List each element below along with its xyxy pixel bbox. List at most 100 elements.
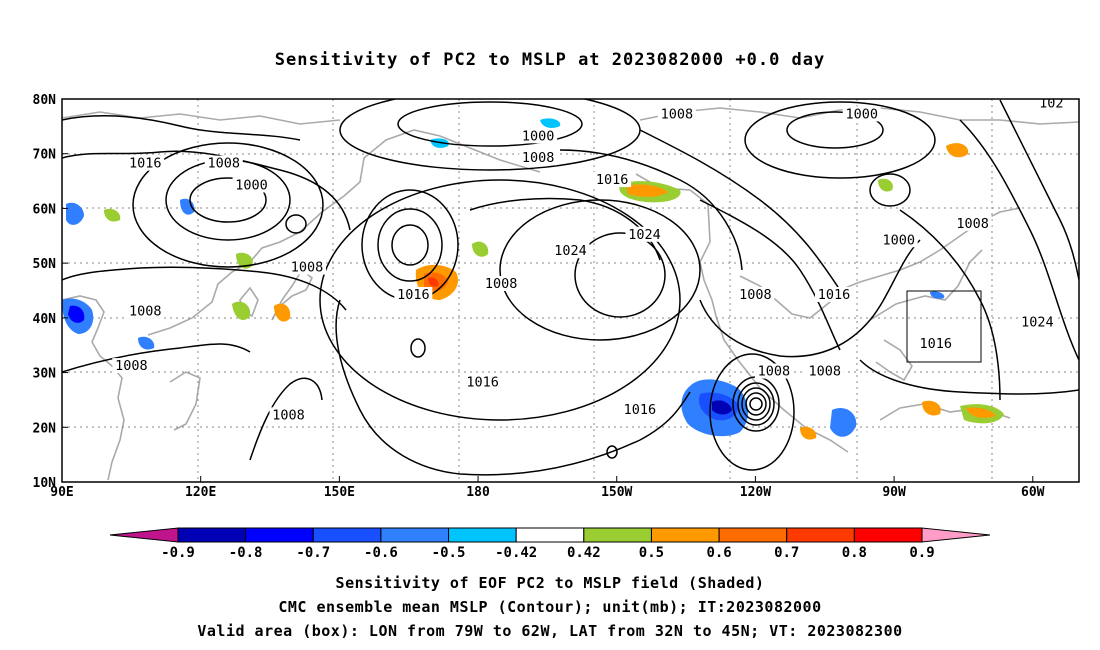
- contour-label-bg: [814, 286, 853, 302]
- lat-tick-label: 60N: [33, 202, 57, 217]
- colorbar-label: -0.6: [364, 545, 398, 561]
- caption-line-2: CMC ensemble mean MSLP (Contour); unit(m…: [278, 598, 822, 616]
- contour-label-bg: [593, 172, 632, 188]
- caption-line-1: Sensitivity of EOF PC2 to MSLP field (Sh…: [335, 574, 765, 592]
- plot-frame: [61, 98, 1080, 483]
- contour-label: 1008: [272, 407, 305, 423]
- contour-label: 1016: [818, 287, 851, 303]
- colorbar-label: -0.5: [432, 545, 466, 561]
- contour-label: 1008: [208, 156, 241, 172]
- contour-label: 1016: [624, 402, 657, 418]
- contour-label: 1000: [235, 178, 268, 194]
- contour-label: 1000: [522, 128, 555, 144]
- longitude-axis: 90E 120E 150E 180 150W 120W 90W 60W: [50, 476, 1045, 500]
- lat-tick-label: 10N: [33, 476, 57, 491]
- contour-label-bg: [288, 259, 327, 275]
- colorbar-segment: [448, 527, 517, 543]
- contour-label-bg: [269, 407, 308, 423]
- contour-label: 1008: [758, 364, 791, 380]
- contour-label: 102: [1039, 95, 1063, 111]
- contour-label-bg: [112, 358, 151, 374]
- lat-tick-label: 50N: [33, 257, 57, 272]
- contour-label-bg: [482, 276, 521, 292]
- contour-label: 1008: [291, 260, 324, 276]
- contour-label-bg: [1036, 99, 1067, 111]
- contour-label-bg: [625, 226, 664, 242]
- contour-label: 1024: [628, 227, 661, 243]
- lat-tick-label: 70N: [33, 148, 57, 163]
- contour-label-bg: [736, 286, 775, 302]
- colorbar-segment: [380, 527, 450, 543]
- colorbar-low-extension: [109, 527, 179, 543]
- contour-label: 1024: [1021, 314, 1054, 330]
- contour-label: 1008: [485, 276, 518, 292]
- contour-label-bg: [879, 232, 918, 248]
- mslp-contours: [62, 99, 1079, 476]
- contour-label: 1008: [956, 216, 989, 232]
- contour-label-bg: [519, 150, 558, 166]
- contour-label: 1016: [596, 172, 629, 188]
- colorbar-label: 0.6: [706, 545, 731, 561]
- lon-tick-label: 90W: [882, 485, 906, 500]
- contour-label-bg: [463, 374, 502, 390]
- contour-label-bg: [1018, 314, 1057, 330]
- colorbar-segment: [515, 527, 585, 543]
- lon-tick-label: 180: [466, 485, 490, 500]
- contour-label: 1016: [919, 336, 952, 352]
- lat-tick-label: 40N: [33, 312, 57, 327]
- colorbar-high-extension: [921, 527, 991, 543]
- contour-label-bg: [754, 363, 793, 379]
- colorbar-segment: [312, 527, 382, 543]
- lat-tick-label: 30N: [33, 367, 57, 382]
- contour-label: 1016: [397, 287, 430, 303]
- colorbar-label: 0.7: [774, 545, 799, 561]
- caption-line-3: Valid area (box): LON from 79W to 62W, L…: [197, 622, 903, 640]
- contour-label: 1016: [129, 156, 162, 172]
- contour-label: 1016: [466, 375, 499, 391]
- latitude-axis: 80N 70N 60N 50N 40N 30N 20N 10N: [33, 93, 68, 491]
- contour-label: 1008: [661, 106, 694, 122]
- lat-tick-label: 80N: [33, 93, 57, 108]
- lat-lon-grid: [62, 99, 1079, 482]
- colorbar-segment: [718, 527, 788, 543]
- colorbar-label: 0.42: [567, 545, 601, 561]
- contour-label-bg: [842, 106, 881, 122]
- colorbar-segment: [177, 527, 247, 543]
- colorbar-label: -0.7: [296, 545, 330, 561]
- valid-area-box: [906, 290, 982, 363]
- contour-label: 1008: [129, 303, 162, 319]
- lon-tick-label: 150W: [601, 485, 632, 500]
- contour-label-bg: [519, 128, 558, 144]
- colorbar: -0.9 -0.8 -0.7 -0.6 -0.5 -0.42 0.42 0.5 0.6 0.7 0.…: [109, 527, 991, 561]
- contour-label: 1024: [554, 243, 587, 259]
- contour-label-bg: [657, 106, 696, 122]
- colorbar-segment: [650, 527, 720, 543]
- contour-label-bg: [620, 401, 659, 417]
- contour-label-bg: [232, 177, 271, 193]
- contour-label: 1000: [845, 106, 878, 122]
- sensitivity-shading: [62, 118, 1004, 440]
- lon-tick-label: 120E: [185, 485, 216, 500]
- colorbar-label: 0.5: [639, 545, 664, 561]
- lat-tick-label: 20N: [33, 421, 57, 436]
- contour-label: 1008: [115, 358, 148, 374]
- colorbar-segment: [786, 527, 855, 543]
- contour-label-bg: [953, 215, 992, 231]
- colorbar-label: -0.8: [229, 545, 263, 561]
- contour-label-bg: [916, 336, 955, 352]
- lon-tick-label: 60W: [1021, 485, 1045, 500]
- plot-area: 1016 1008 1000 1000 1008 1008 1016 1024 1024 1008…: [62, 95, 1079, 482]
- contour-label: 1008: [808, 364, 841, 380]
- colorbar-label: -0.9: [161, 545, 195, 561]
- contour-label-bg: [551, 243, 590, 259]
- colorbar-label: 0.9: [909, 545, 934, 561]
- contour-label-bg: [126, 155, 165, 171]
- lon-tick-label: 90E: [50, 485, 73, 500]
- colorbar-segment: [245, 527, 314, 543]
- contour-label-bg: [805, 363, 844, 379]
- colorbar-segment: [583, 527, 652, 543]
- lon-tick-label: 120W: [740, 485, 771, 500]
- contour-label-bg: [126, 303, 165, 319]
- contour-label: 1008: [522, 150, 555, 166]
